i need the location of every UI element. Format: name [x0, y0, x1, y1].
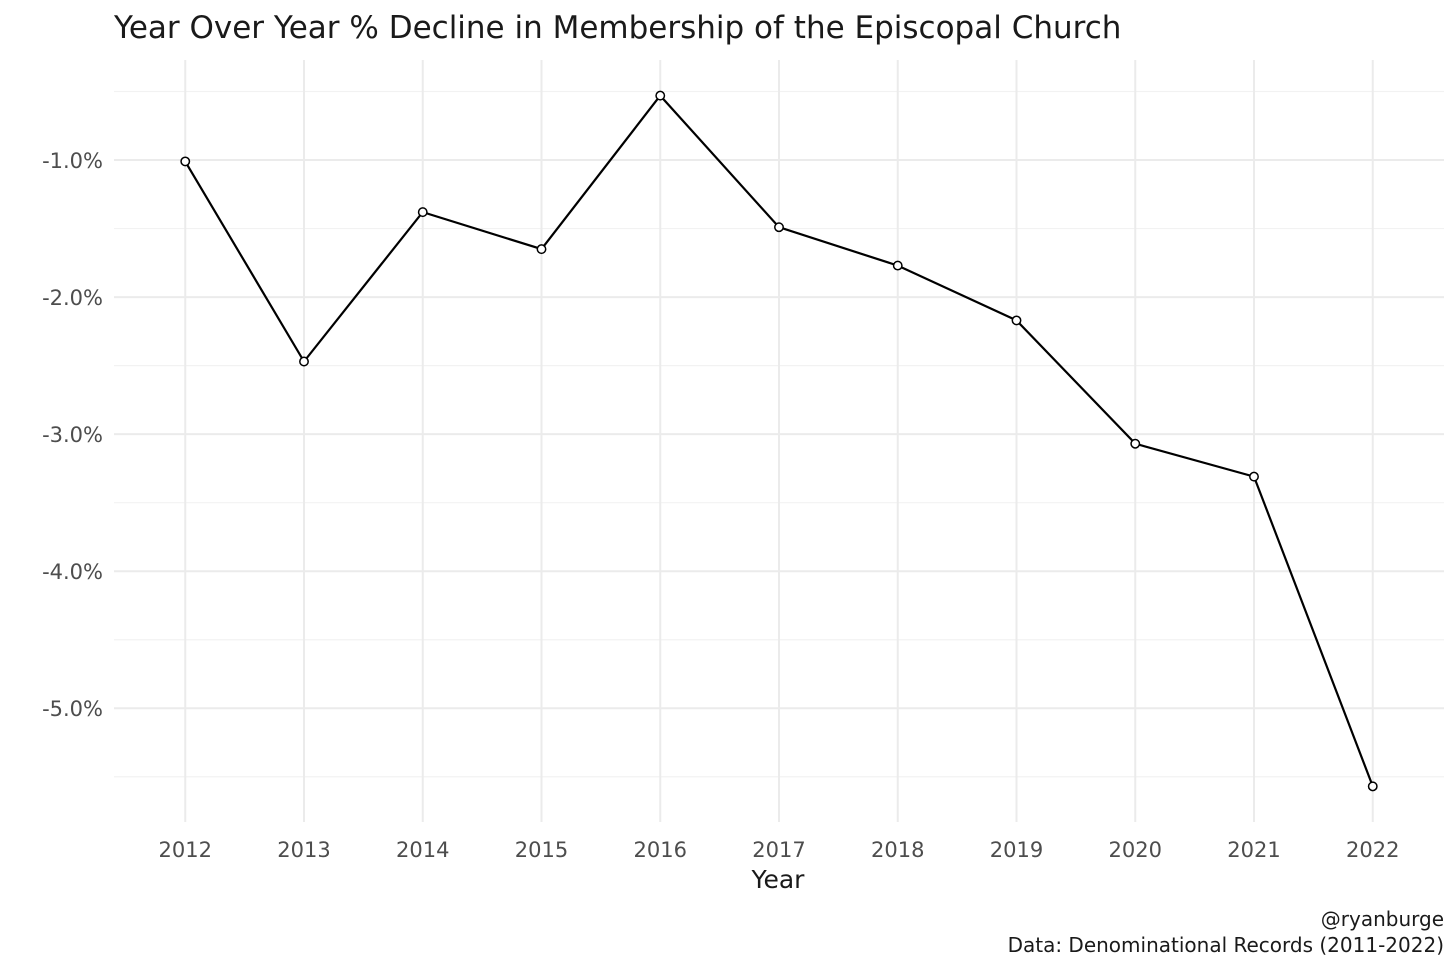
data-point: [417, 207, 428, 218]
caption-source: Data: Denominational Records (2011-2022): [1008, 933, 1444, 957]
y-tick-label: -1.0%: [42, 149, 103, 173]
x-axis-ticks: 2012 2013 2014 2015 2016 2017 2018 2019 2020 2021…: [159, 838, 1400, 862]
x-tick-label: 2019: [990, 838, 1043, 862]
x-tick-label: 2018: [871, 838, 924, 862]
caption-handle: @ryanburge: [1321, 907, 1444, 931]
data-point: [299, 356, 309, 367]
x-tick-label: 2022: [1346, 838, 1399, 862]
y-tick-label: -4.0%: [42, 560, 103, 584]
data-point: [774, 222, 784, 233]
x-tick-label: 2016: [634, 838, 687, 862]
chart-title: Year Over Year % Decline in Membership o…: [113, 10, 1121, 46]
data-point: [1130, 438, 1141, 449]
y-tick-label: -2.0%: [42, 286, 103, 310]
data-point: [536, 244, 547, 255]
x-tick-label: 2020: [1109, 838, 1162, 862]
grid: [114, 60, 1444, 822]
x-tick-label: 2013: [277, 838, 330, 862]
x-axis-label: Year: [751, 865, 806, 894]
data-point: [892, 260, 903, 271]
x-tick-label: 2012: [159, 838, 212, 862]
x-tick-label: 2014: [396, 838, 449, 862]
data-point: [180, 156, 191, 167]
data-point: [1367, 781, 1378, 792]
y-tick-label: -5.0%: [42, 697, 103, 721]
x-tick-label: 2017: [752, 838, 805, 862]
data-point: [1249, 471, 1259, 482]
x-tick-label: 2021: [1227, 838, 1280, 862]
y-axis-ticks: -1.0% -2.0% -3.0% -4.0% -5.0%: [42, 149, 103, 721]
data-point: [1011, 315, 1022, 326]
y-tick-label: -3.0%: [42, 423, 103, 447]
x-tick-label: 2015: [515, 838, 568, 862]
series-layer: [180, 90, 1378, 792]
data-point: [655, 90, 666, 101]
